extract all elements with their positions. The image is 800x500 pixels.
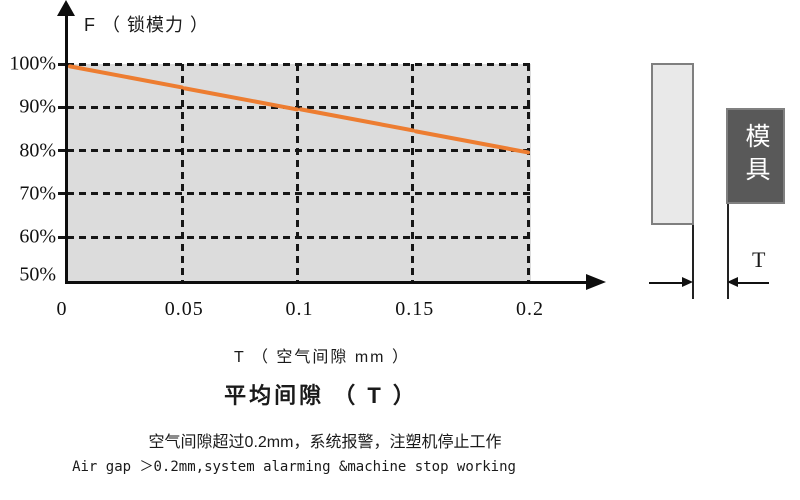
x-tick-label: 0.05 xyxy=(164,298,204,320)
y-tick-label: 80% xyxy=(19,139,56,162)
plot-area xyxy=(67,64,531,281)
x-tick-label: 0 xyxy=(56,298,68,320)
gridline-vertical xyxy=(411,64,415,281)
gridline-horizontal xyxy=(67,149,531,153)
y-tick-label: 60% xyxy=(19,225,56,248)
y-axis xyxy=(64,12,68,284)
x-tick-label: 0.2 xyxy=(516,298,544,320)
gridline-vertical xyxy=(526,64,530,281)
y-axis-title: F （ 锁模力 ） xyxy=(84,15,209,35)
dimension-line-right xyxy=(738,281,769,284)
gridline-vertical xyxy=(296,64,299,281)
y-axis-tick xyxy=(58,192,65,196)
x-tick-label: 0.15 xyxy=(395,298,435,320)
y-axis-tick xyxy=(58,62,65,66)
x-axis xyxy=(64,280,589,284)
platen-rect xyxy=(651,63,694,225)
y-tick-label: 90% xyxy=(19,95,56,118)
dimension-arrow-right-icon xyxy=(682,277,693,287)
note-chinese: 空气间隙超过0.2mm，系统报警，注塑机停止工作 xyxy=(148,434,502,451)
y-tick-label: 70% xyxy=(19,182,56,205)
y-axis-tick xyxy=(58,149,65,153)
extension-line-mold xyxy=(726,204,729,299)
x-axis-title: T （ 空气间隙 mm ） xyxy=(234,349,410,366)
gridline-horizontal xyxy=(67,62,531,66)
gridline-horizontal xyxy=(67,105,531,109)
gap-t-label: T xyxy=(752,247,766,272)
y-tick-label: 100% xyxy=(9,52,56,75)
y-axis-tick xyxy=(58,105,65,109)
y-axis-arrow-icon xyxy=(57,0,75,16)
gridline-horizontal xyxy=(67,235,531,239)
x-axis-arrow-icon xyxy=(586,274,606,290)
mold-label: 模具 xyxy=(742,123,770,189)
note-english: Air gap ＞0.2mm,system alarming &machine … xyxy=(72,459,516,475)
x-tick-label: 0.1 xyxy=(285,298,314,320)
mold-rect: 模具 xyxy=(726,108,785,204)
gridline-vertical xyxy=(180,64,184,281)
chart-title: 平均间隙 （ T ） xyxy=(224,383,418,408)
gridline-horizontal xyxy=(67,192,531,196)
y-tick-label: 50% xyxy=(19,263,56,285)
extension-line-platen xyxy=(691,225,694,299)
dimension-arrow-left-icon xyxy=(727,277,738,287)
dimension-line-left xyxy=(649,281,683,284)
y-axis-tick xyxy=(58,235,65,239)
